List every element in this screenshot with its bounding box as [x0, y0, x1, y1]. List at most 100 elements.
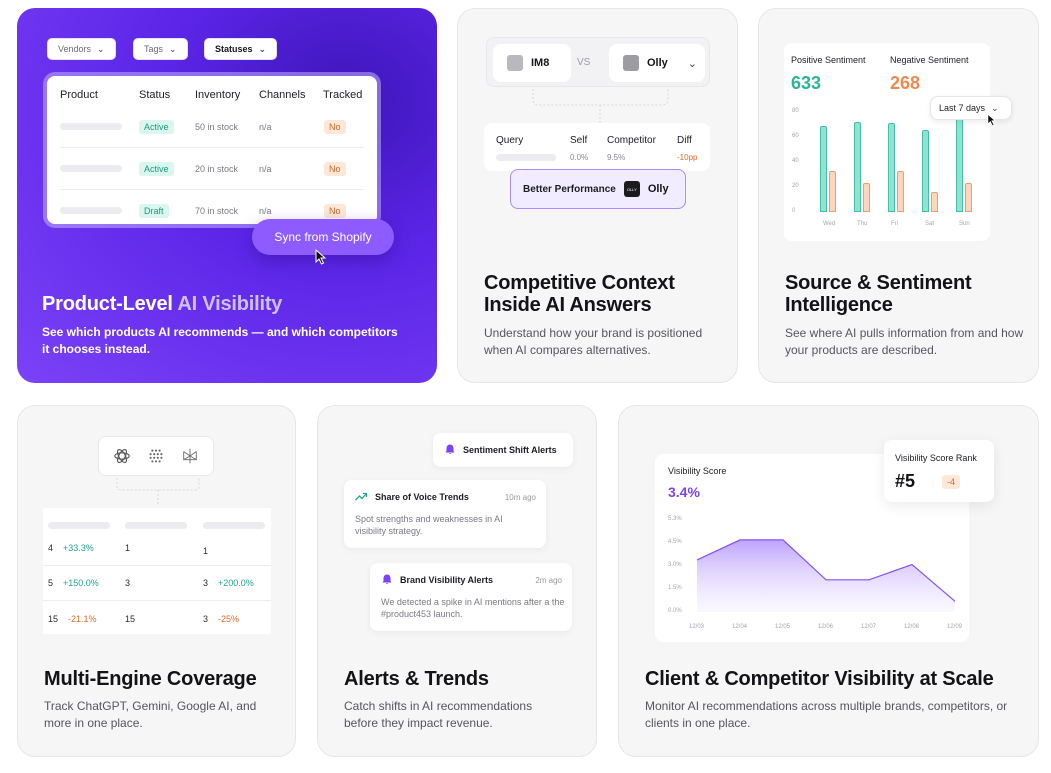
series-line [696, 539, 956, 602]
column-header: Product [60, 89, 98, 101]
card-title: Product-Level AI Visibility [42, 293, 283, 315]
metric-value: 15 [125, 614, 136, 624]
sentiment-card: Positive Sentiment 633 Negative Sentimen… [758, 8, 1039, 383]
sync-from-shopify-button[interactable]: Sync from Shopify [252, 219, 394, 255]
table-row[interactable]: Draft 70 in stock n/a No [60, 190, 364, 232]
placeholder-bar [60, 123, 122, 130]
tags-filter[interactable]: Tags ⌄ [133, 38, 188, 60]
y-tick-label: 60 [792, 133, 799, 139]
chevron-down-icon: ⌄ [97, 43, 105, 54]
column-header: Inventory [195, 89, 241, 101]
brand-visibility-alert[interactable]: Brand Visibility Alerts 2m ago We detect… [370, 563, 572, 631]
tracked-badge: No [324, 204, 346, 218]
bar-plot [812, 112, 982, 212]
table-row[interactable]: Active 50 in stock n/a No [60, 106, 364, 148]
area-fill [697, 539, 955, 612]
olly-logo-icon: OLLY [623, 181, 640, 197]
engine-metrics-table: 4 +33.3% 1 1 5 +150.0% 3 3 +200.0% 15 -2… [43, 508, 271, 634]
statuses-filter[interactable]: Statuses ⌄ [204, 38, 278, 60]
column-header: Status [139, 89, 171, 101]
metric-value: 15 [48, 614, 59, 624]
product-visibility-card: Vendors ⌄ Tags ⌄ Statuses ⌄ Product Status … [17, 8, 437, 383]
positive-bar[interactable] [956, 112, 963, 212]
vendors-filter[interactable]: Vendors ⌄ [47, 38, 116, 60]
placeholder-bar [60, 207, 122, 214]
score-value: 3.4% [668, 484, 700, 500]
inventory-value: 20 in stock [195, 164, 239, 174]
rank-label: Visibility Score Rank [895, 453, 977, 463]
negative-bar[interactable] [931, 192, 938, 212]
table-row[interactable]: Active 20 in stock n/a No [60, 148, 364, 190]
x-tick-label: Sat [925, 221, 935, 227]
card-title: Competitive Context Inside AI Answers [484, 272, 675, 316]
negative-bar[interactable] [863, 183, 870, 212]
competitor-select[interactable]: Olly ⌄ [609, 44, 705, 82]
brand-logo-icon [507, 55, 523, 71]
positive-bar[interactable] [820, 125, 827, 212]
y-tick-label: 80 [792, 108, 799, 114]
date-range-select[interactable]: Last 7 days ⌄ [930, 96, 1012, 120]
metric-value: 3 [203, 578, 209, 588]
cursor-icon [315, 249, 327, 265]
share-of-voice-alert[interactable]: Share of Voice Trends 10m ago Spot stren… [344, 480, 546, 548]
cursor-icon [987, 113, 997, 127]
negative-bar[interactable] [965, 183, 972, 212]
card-title: Multi-Engine Coverage [44, 668, 257, 690]
row-divider [43, 600, 271, 601]
x-tick-label: Thu [857, 221, 868, 227]
placeholder-bar [125, 522, 187, 529]
tracked-badge: No [324, 162, 346, 176]
positive-bar[interactable] [888, 123, 895, 212]
connector-lines [532, 89, 669, 123]
rank-value: #5 [895, 471, 916, 491]
better-performance-badge: Better Performance OLLY Olly [510, 169, 686, 209]
inventory-value: 70 in stock [195, 206, 239, 216]
card-description: Monitor AI recommendations across multip… [645, 699, 1008, 730]
x-tick-label: 12/03 [689, 624, 705, 630]
negative-value: 268 [890, 73, 921, 93]
perplexity-icon[interactable] [181, 447, 199, 465]
negative-bar[interactable] [829, 170, 836, 212]
chevron-down-icon: ⌄ [258, 43, 267, 54]
chatgpt-icon[interactable] [113, 447, 131, 465]
product-table: Product Status Inventory Channels Tracke… [47, 76, 377, 224]
x-tick-label: Fri [891, 221, 898, 227]
card-description: See where AI pulls information from and … [785, 326, 1024, 357]
chevron-down-icon: ⌄ [991, 102, 999, 113]
positive-bar[interactable] [922, 129, 929, 212]
negative-bar[interactable] [897, 170, 904, 212]
visibility-area-chart [696, 539, 956, 612]
x-tick-label: Sun [959, 221, 970, 227]
self-brand-chip[interactable]: IM8 [493, 44, 571, 82]
trend-up-icon [355, 492, 367, 501]
alerts-trends-card: Sentiment Shift Alerts Share of Voice Tr… [317, 405, 597, 757]
card-title: Source & Sentiment Intelligence [785, 272, 972, 316]
metric-value: 3 [125, 578, 131, 588]
chevron-down-icon: ⌄ [169, 43, 177, 54]
x-tick-label: 12/05 [775, 624, 791, 630]
card-description: Understand how your brand is positioned … [484, 326, 703, 357]
y-tick-label: 5.3% [668, 516, 682, 522]
x-tick-label: Wed [823, 221, 836, 227]
metric-value: 1 [203, 546, 209, 556]
placeholder-bar [203, 522, 265, 529]
card-title: Alerts & Trends [344, 668, 489, 690]
x-tick-label: 12/04 [732, 624, 748, 630]
engine-dots-icon[interactable] [147, 447, 165, 465]
sentiment-chart-panel: Positive Sentiment 633 Negative Sentimen… [784, 43, 990, 241]
placeholder-bar [48, 522, 110, 529]
card-description: Catch shifts in AI recommendations befor… [344, 699, 533, 730]
column-header: Tracked [323, 89, 363, 101]
tracked-badge: No [324, 120, 346, 134]
positive-bar[interactable] [854, 122, 861, 212]
card-description: Track ChatGPT, Gemini, Google AI, and mo… [44, 699, 257, 730]
self-value: 0.0% [570, 153, 589, 162]
sentiment-shift-alert[interactable]: Sentiment Shift Alerts [433, 433, 573, 467]
column-header: Self [570, 135, 588, 146]
competitor-value: 9.5% [607, 153, 626, 162]
placeholder-bar [60, 165, 122, 172]
column-header: Channels [259, 89, 306, 101]
y-tick-label: 0.0% [668, 608, 682, 614]
rank-delta-badge: -4 [942, 475, 961, 489]
y-tick-label: 1.5% [668, 585, 682, 591]
